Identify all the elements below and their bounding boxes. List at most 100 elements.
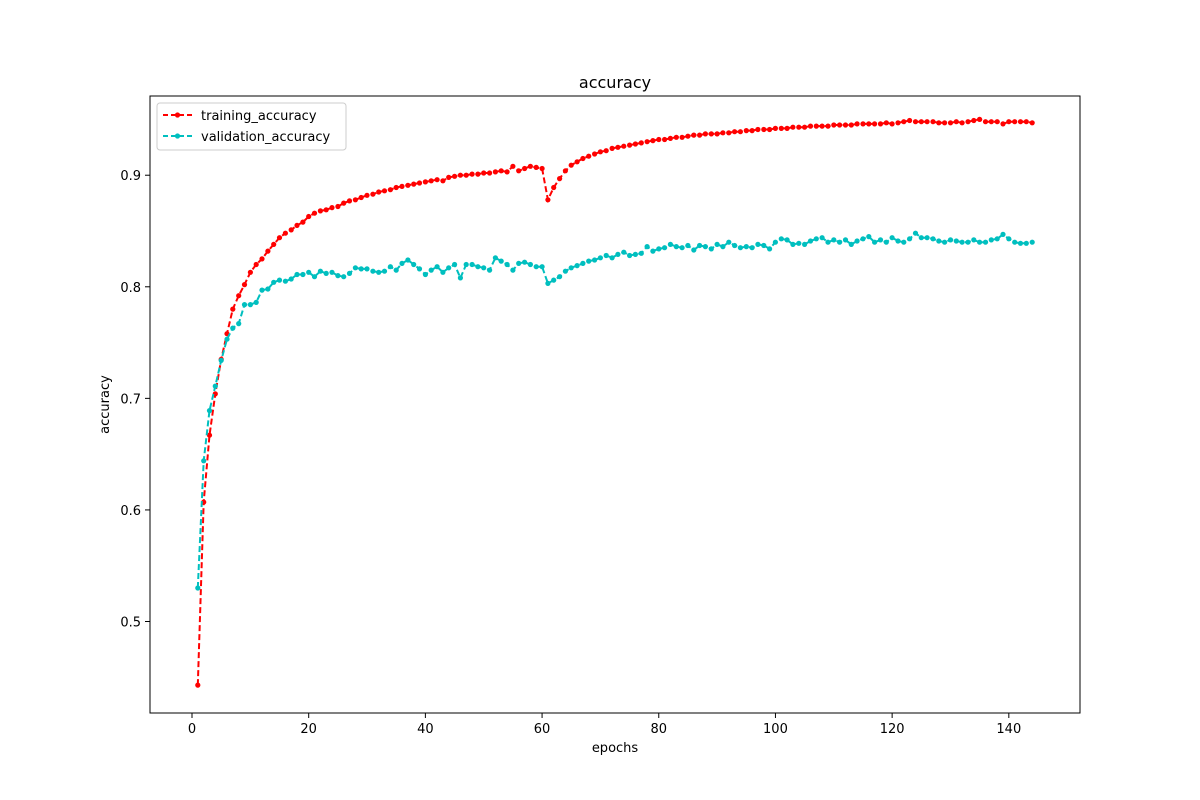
training-accuracy-point — [236, 293, 242, 299]
validation-accuracy-point — [364, 266, 370, 272]
validation-accuracy-point — [673, 244, 679, 250]
validation-accuracy-point — [726, 239, 732, 245]
validation-accuracy-point — [667, 241, 674, 247]
training-accuracy-point — [516, 168, 522, 174]
validation-accuracy-point — [708, 246, 714, 252]
legend-box — [156, 102, 347, 151]
validation-accuracy-point — [422, 271, 428, 278]
validation-accuracy-point — [1006, 236, 1012, 242]
training-accuracy-point — [481, 170, 487, 176]
validation-accuracy-point — [446, 265, 452, 271]
validation-accuracy-point — [463, 261, 469, 268]
training-accuracy-point — [621, 143, 627, 149]
training-accuracy-point — [195, 682, 201, 688]
validation-accuracy-point — [778, 236, 784, 242]
validation-accuracy-point — [714, 241, 720, 247]
training-accuracy-point — [498, 168, 504, 174]
validation-accuracy-point — [994, 236, 1000, 242]
legend-marker-validation — [174, 133, 181, 139]
validation-accuracy-point — [510, 267, 516, 273]
validation-accuracy-point — [440, 269, 446, 275]
training-accuracy-point — [603, 148, 609, 154]
training-accuracy-point — [772, 125, 779, 131]
training-accuracy-point — [376, 189, 382, 195]
training-accuracy-point — [907, 117, 913, 124]
training-accuracy-point — [399, 183, 405, 189]
training-accuracy-point — [1012, 119, 1018, 125]
x-tick-label: 60 — [534, 722, 551, 737]
training-accuracy-point — [533, 164, 539, 170]
training-accuracy-point — [358, 194, 364, 201]
x-tick-label: 120 — [880, 722, 905, 737]
training-accuracy-point — [632, 141, 639, 147]
validation-accuracy-point — [241, 302, 248, 308]
training-accuracy-point — [627, 142, 633, 148]
validation-accuracy-point — [352, 265, 358, 271]
training-accuracy-point — [446, 174, 452, 180]
training-accuracy-point — [428, 178, 434, 184]
training-accuracy-point — [381, 188, 388, 194]
validation-accuracy-point — [1000, 231, 1006, 237]
training-accuracy-point — [452, 173, 458, 179]
validation-accuracy-point — [1029, 239, 1035, 245]
validation-accuracy-point — [1012, 239, 1018, 245]
validation-accuracy-point — [288, 276, 294, 282]
validation-accuracy-point — [889, 235, 895, 241]
training-accuracy-point — [667, 135, 674, 141]
validation-accuracy-point — [866, 234, 872, 240]
x-axis-label: epochs — [592, 741, 639, 756]
validation-accuracy-point — [259, 287, 265, 293]
validation-accuracy-point — [790, 241, 796, 247]
training-accuracy-point — [685, 133, 691, 139]
validation-accuracy-point — [568, 265, 574, 271]
validation-accuracy-point — [971, 237, 977, 243]
validation-accuracy-point — [831, 237, 837, 243]
validation-accuracy-point — [965, 239, 971, 245]
training-accuracy-point — [673, 134, 679, 140]
training-accuracy-point — [813, 123, 819, 129]
validation-accuracy-point — [720, 244, 726, 250]
validation-accuracy-point — [247, 302, 253, 308]
training-accuracy-point — [755, 126, 761, 133]
validation-accuracy-point — [942, 239, 948, 245]
validation-accuracy-point — [481, 265, 487, 271]
validation-accuracy-point — [527, 261, 534, 268]
training-accuracy-point — [282, 230, 288, 236]
training-accuracy-point — [568, 162, 574, 168]
validation-accuracy-point — [842, 237, 849, 243]
validation-accuracy-point — [982, 239, 989, 245]
validation-accuracy-point — [732, 242, 738, 249]
validation-accuracy-point — [323, 270, 329, 276]
training-accuracy-point — [306, 213, 312, 220]
validation-accuracy-point — [755, 241, 761, 247]
validation-accuracy-point — [802, 241, 808, 247]
training-accuracy-point — [726, 130, 732, 136]
validation-accuracy-point — [370, 268, 376, 274]
validation-accuracy-point — [656, 246, 662, 252]
training-accuracy-point — [352, 197, 358, 203]
training-accuracy-point — [883, 120, 889, 126]
validation-accuracy-point — [953, 238, 959, 244]
training-accuracy-point — [1000, 121, 1006, 127]
training-accuracy-point — [434, 177, 440, 183]
validation-accuracy-point — [282, 278, 288, 284]
validation-accuracy-point — [492, 255, 498, 261]
training-accuracy-point — [522, 165, 528, 172]
training-accuracy-point — [994, 119, 1000, 125]
training-accuracy-point — [323, 207, 329, 213]
validation-accuracy-point — [650, 248, 656, 254]
y-tick-label: 0.6 — [120, 504, 141, 519]
training-accuracy-point — [539, 165, 545, 172]
training-accuracy-point — [609, 145, 615, 151]
training-accuracy-point — [982, 119, 989, 125]
legend-label-training: training_accuracy — [201, 109, 317, 124]
validation-accuracy-point — [562, 268, 569, 274]
training-accuracy-point — [977, 116, 983, 122]
training-accuracy-point — [901, 119, 907, 125]
training-accuracy-point — [656, 136, 662, 143]
validation-accuracy-point — [487, 267, 493, 273]
training-accuracy-point — [1017, 119, 1024, 125]
validation-accuracy-point — [399, 260, 405, 266]
validation-accuracy-point — [592, 257, 598, 263]
axes: 0 20 40 60 80 100 120 140 0.5 0.6 0.7 0.8 0.9 — [120, 169, 1021, 737]
